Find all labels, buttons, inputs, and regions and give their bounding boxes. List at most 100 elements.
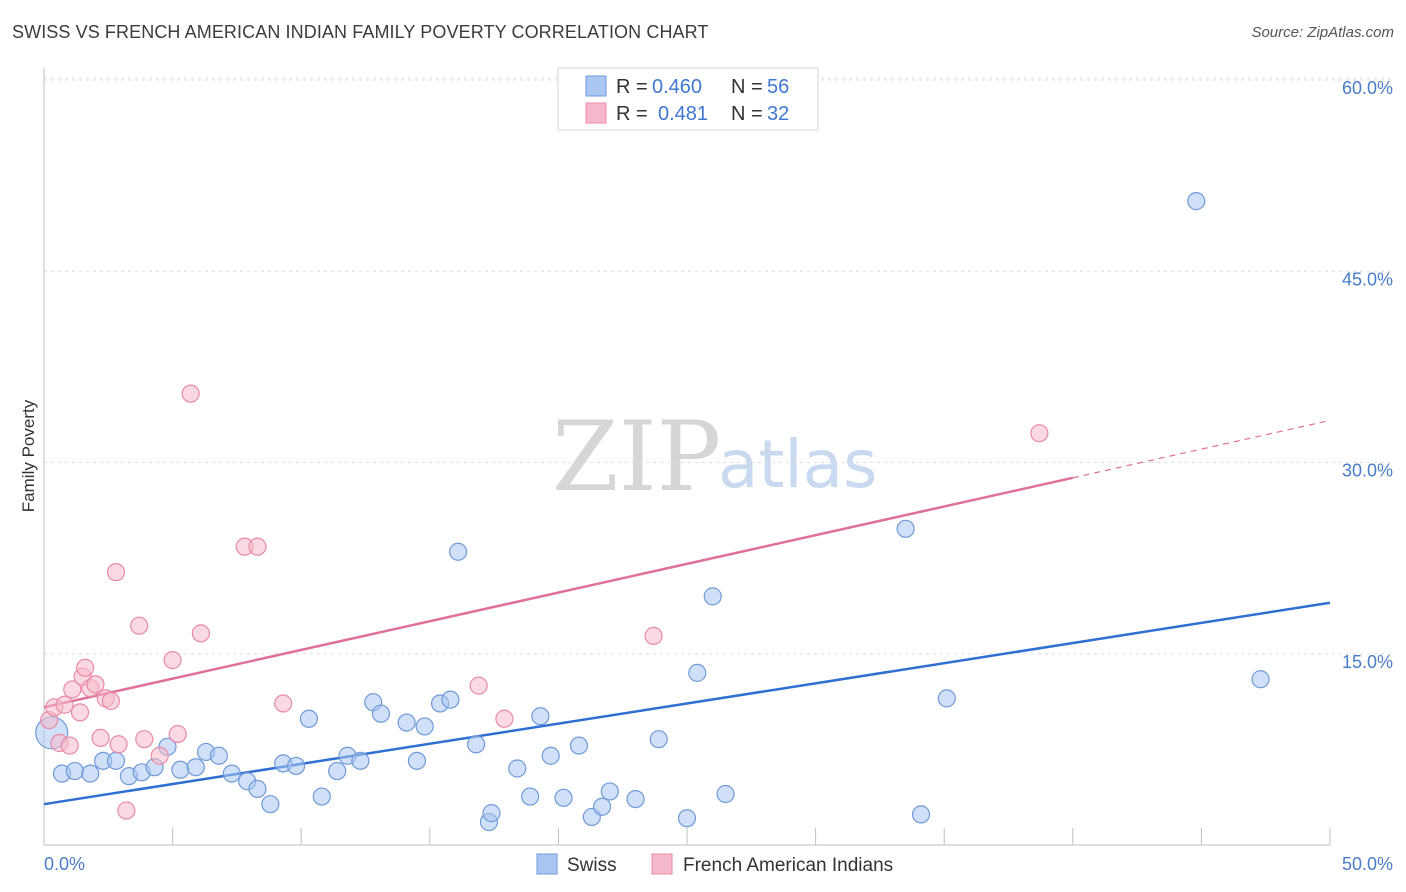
swiss-point-27 [397, 713, 416, 732]
swiss-point-20 [299, 709, 319, 728]
french-point-17 [130, 616, 149, 635]
y-tick-labels: 15.0% 30.0% 45.0% 60.0% [1342, 78, 1393, 672]
y-tick-label-30: 30.0% [1342, 461, 1393, 481]
swiss-point-19 [286, 756, 306, 776]
swiss-point-3 [81, 764, 100, 783]
swiss-point-41 [569, 736, 589, 755]
swiss-point-28 [407, 751, 427, 770]
french-point-4 [60, 736, 79, 755]
swiss-point-48 [688, 663, 707, 682]
legend-n-label-french: N = [731, 103, 763, 125]
legend-r-value-french: 0.481 [658, 103, 708, 125]
legend-r-label-swiss: R = [616, 76, 648, 98]
legend-r-label-french: R = [616, 103, 648, 125]
french-point-21 [168, 724, 187, 744]
swiss-point-39 [541, 746, 560, 765]
watermark-atlas: atlas [718, 426, 878, 503]
swiss-point-33 [466, 735, 486, 754]
data-points [35, 192, 1270, 832]
x-tick-label-max: 50.0% [1342, 854, 1393, 874]
swiss-point-37 [521, 787, 540, 806]
swiss-point-22 [328, 761, 347, 781]
swiss-point-29 [415, 717, 434, 736]
french-point-18 [135, 730, 154, 749]
swiss-point-24 [351, 751, 370, 770]
french-point-30 [1030, 424, 1049, 443]
swiss-point-16 [248, 779, 267, 799]
french-point-29 [644, 626, 663, 646]
y-tick-label-45: 45.0% [1342, 269, 1393, 289]
french-point-5 [63, 680, 82, 699]
french-point-16 [117, 801, 136, 820]
french-point-27 [469, 676, 488, 695]
watermark-zip: ZIP [552, 401, 721, 513]
swiss-point-40 [554, 788, 573, 807]
bottom-legend-label-french: French American Indians [683, 855, 893, 876]
swiss-point-44 [600, 782, 619, 801]
swiss-point-46 [649, 730, 668, 749]
swiss-point-55 [1251, 670, 1270, 689]
swiss-point-47 [677, 809, 697, 828]
swiss-point-21 [312, 787, 331, 806]
swiss-point-43 [593, 797, 612, 816]
french-point-14 [106, 563, 126, 582]
x-tick-marks [43, 828, 1331, 845]
french-point-8 [76, 658, 95, 677]
swiss-point-11 [186, 758, 205, 777]
trend-line-0 [43, 601, 1331, 806]
legend-r-value-swiss: 0.460 [652, 76, 702, 98]
bottom-legend-label-swiss: Swiss [567, 855, 617, 876]
swiss-point-38 [531, 707, 550, 726]
swiss-point-10 [171, 760, 190, 779]
y-tick-label-15: 15.0% [1342, 652, 1393, 672]
french-point-11 [91, 728, 110, 748]
legend-swatch-swiss [585, 75, 607, 97]
source-label: Source: ZipAtlas.com [1251, 24, 1394, 41]
french-point-6 [70, 703, 90, 722]
french-point-19 [150, 746, 169, 765]
swiss-point-35 [482, 804, 501, 823]
x-tick-label-min: 0.0% [44, 854, 85, 874]
bottom-legend-swatch-french [651, 853, 673, 875]
legend-n-value-french: 32 [767, 103, 789, 125]
legend-swatch-french [585, 102, 607, 124]
legend-n-label-swiss: N = [731, 76, 763, 98]
swiss-point-2 [65, 761, 84, 781]
swiss-point-14 [222, 764, 241, 783]
swiss-point-31 [441, 690, 460, 709]
french-point-26 [274, 694, 293, 713]
swiss-point-36 [508, 759, 527, 778]
swiss-point-17 [261, 795, 280, 814]
french-point-25 [248, 537, 267, 556]
y-tick-label-60: 60.0% [1342, 78, 1393, 98]
correlation-legend: R = 0.460 N = 56 R = 0.481 N = 32 [557, 67, 819, 131]
french-point-15 [109, 735, 128, 754]
swiss-point-49 [703, 587, 722, 606]
legend-n-value-swiss: 56 [767, 76, 789, 98]
swiss-point-26 [371, 704, 391, 723]
french-point-3 [55, 695, 74, 714]
swiss-point-54 [1187, 192, 1206, 211]
swiss-point-53 [937, 689, 956, 708]
swiss-point-51 [896, 519, 915, 538]
swiss-point-13 [209, 746, 228, 765]
french-point-28 [495, 709, 514, 728]
french-point-20 [163, 651, 182, 670]
swiss-point-50 [716, 784, 735, 804]
swiss-point-52 [911, 805, 931, 824]
swiss-point-32 [448, 542, 468, 561]
french-point-22 [181, 384, 200, 403]
swiss-point-45 [626, 789, 645, 809]
trend-line-extension-1 [1072, 419, 1331, 479]
chart-title: SWISS VS FRENCH AMERICAN INDIAN FAMILY P… [12, 22, 709, 42]
swiss-point-5 [106, 751, 126, 770]
gridlines [44, 77, 1393, 655]
y-axis-label: Family Poverty [19, 399, 38, 512]
trend-line-1 [43, 476, 1074, 709]
bottom-legend-swatch-swiss [536, 853, 558, 875]
french-point-10 [86, 675, 105, 694]
french-point-13 [101, 691, 120, 711]
trend-lines [43, 419, 1331, 806]
french-point-23 [191, 624, 210, 643]
